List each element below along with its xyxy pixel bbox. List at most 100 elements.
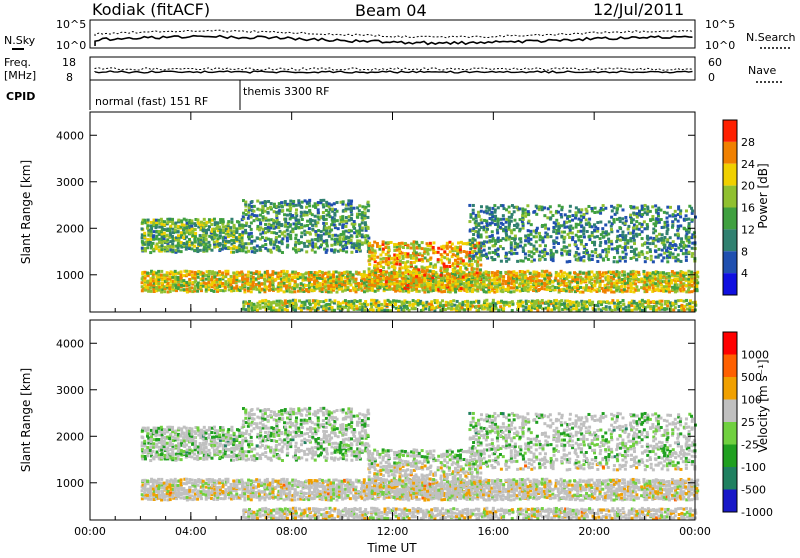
power-cell: [657, 288, 660, 291]
power-cell: [344, 225, 347, 228]
power-cell: [428, 248, 431, 251]
noise-panel: N.Sky 10^5 10^0 10^5 10^0 N.Search: [4, 18, 796, 52]
power-cell: [632, 235, 635, 238]
power-cell: [401, 252, 404, 255]
power-cell: [588, 271, 591, 274]
power-cell: [485, 236, 488, 239]
power-cell: [366, 234, 369, 237]
power-cell: [454, 290, 457, 293]
power-cell: [267, 300, 270, 303]
power-cell: [637, 271, 640, 274]
power-cell: [582, 271, 585, 274]
power-cell: [513, 206, 516, 209]
power-cell: [635, 220, 638, 223]
power-cell: [325, 299, 328, 302]
power-cell: [166, 234, 169, 237]
power-cell: [615, 211, 618, 214]
power-cell: [694, 216, 697, 219]
power-cell: [368, 255, 371, 258]
power-cell: [493, 204, 496, 207]
power-cell: [149, 282, 152, 285]
power-cell: [646, 235, 649, 238]
power-cell: [621, 217, 624, 220]
power-cell: [256, 214, 259, 217]
power-cell: [585, 305, 588, 308]
power-cell: [221, 218, 224, 221]
power-cell: [260, 274, 263, 277]
power-cell: [549, 205, 552, 208]
power-cell: [143, 219, 146, 222]
power-cell: [624, 260, 627, 263]
power-cell: [533, 258, 536, 261]
power-cell: [480, 205, 483, 208]
power-cell: [350, 229, 353, 232]
power-cell: [250, 228, 253, 231]
velocity-cell: [144, 479, 147, 482]
velocity-cell: [141, 489, 144, 492]
power-cell: [615, 279, 618, 282]
freq-panel: Freq. [MHz] 18 8 60 0 Nave: [4, 56, 782, 84]
power-cell: [256, 308, 259, 311]
power-cell: [594, 251, 597, 254]
power-cell: [451, 247, 454, 250]
nave-tick-bottom: 0: [708, 71, 715, 84]
power-cell: [565, 282, 568, 285]
power-cell: [632, 229, 635, 232]
power-cell: [191, 234, 194, 237]
power-cell: [671, 220, 674, 223]
power-cell: [510, 241, 513, 244]
power-cell: [464, 267, 467, 270]
power-cell: [568, 244, 571, 247]
power-cell: [199, 234, 202, 237]
power-cell: [512, 273, 515, 276]
power-cell: [616, 207, 619, 210]
power-cell: [258, 208, 261, 211]
power-cell: [266, 270, 269, 273]
power-cell: [408, 304, 411, 307]
velocity-cell: [150, 498, 153, 501]
power-cell: [640, 250, 643, 253]
noise-right-tick-top: 10^5: [705, 18, 735, 31]
power-cell: [442, 263, 445, 266]
power-cell: [272, 247, 275, 250]
power-cell: [641, 237, 644, 240]
power-cell: [377, 301, 380, 304]
power-cell: [502, 237, 505, 240]
power-cell: [482, 288, 485, 291]
velocity-cell: [152, 487, 155, 490]
power-cell: [593, 274, 596, 277]
power-cell: [163, 274, 166, 277]
power-cell: [322, 203, 325, 206]
power-cell: [588, 254, 591, 257]
power-cell: [446, 242, 449, 245]
power-cell: [583, 235, 586, 238]
power-cell: [529, 238, 532, 241]
power-cell: [242, 215, 245, 218]
power-cell: [272, 270, 275, 273]
power-cell: [205, 242, 208, 245]
power-cell: [502, 301, 505, 304]
power-cell: [539, 235, 542, 238]
power-cell: [250, 232, 253, 235]
power-cell: [619, 239, 622, 242]
power-cell: [522, 212, 525, 215]
power-cell: [330, 223, 333, 226]
power-cell: [368, 267, 371, 270]
power-cell: [510, 271, 513, 274]
power-cell: [551, 214, 554, 217]
power-cell: [643, 284, 646, 287]
power-cell: [472, 212, 475, 215]
power-cell: [568, 210, 571, 213]
power-cell: [314, 202, 317, 205]
power-cell: [382, 266, 385, 269]
power-cell: [336, 201, 339, 204]
power-cell: [535, 286, 538, 289]
power-cell: [557, 279, 560, 282]
power-cell: [188, 278, 191, 281]
power-cell: [670, 279, 673, 282]
power-cell: [344, 299, 347, 302]
power-cell: [602, 235, 605, 238]
power-cell: [608, 220, 611, 223]
power-cell: [367, 247, 370, 250]
power-cell: [247, 274, 250, 277]
